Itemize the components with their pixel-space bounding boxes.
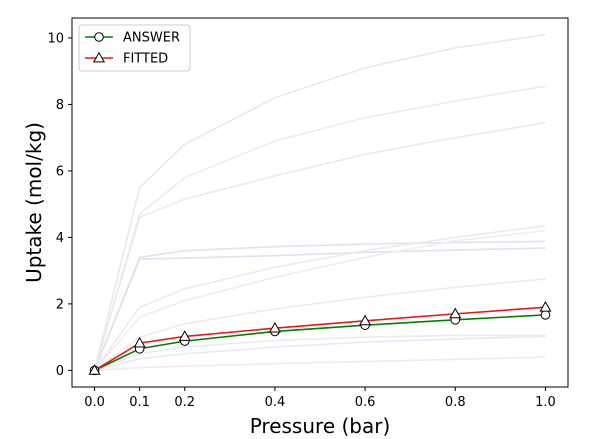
- x-tick-label: 0.4: [265, 395, 286, 410]
- legend-label-fitted: FITTED: [123, 52, 168, 67]
- background-line-11: [94, 356, 546, 372]
- y-tick-label: 0: [56, 364, 64, 379]
- markers-group: [88, 301, 552, 376]
- x-tick-label: 0.8: [445, 395, 466, 410]
- legend-marker-answer: [94, 32, 104, 42]
- background-line-4: [93, 240, 546, 371]
- plot-frame: [71, 17, 569, 388]
- x-tick-label: 0.1: [129, 395, 150, 410]
- fitted-point-4: [268, 321, 281, 333]
- answer-point-7: [540, 310, 551, 320]
- y-tick-label: 6: [56, 164, 64, 179]
- x-tick-label: 0.6: [355, 395, 376, 410]
- background-line-3: [93, 121, 546, 371]
- background-line-1: [93, 33, 546, 371]
- y-tick-label: 4: [56, 231, 64, 246]
- legend: ANSWER FITTED: [78, 24, 191, 72]
- fitted-point-2: [133, 336, 146, 348]
- legend-label-answer: ANSWER: [123, 31, 180, 46]
- background-line-7: [93, 229, 546, 371]
- x-tick-label: 0.2: [174, 395, 195, 410]
- x-tick-label: 0.0: [84, 395, 105, 410]
- fitted-point-3: [178, 330, 191, 341]
- fitted-point-5: [359, 314, 372, 326]
- background-line-6: [93, 224, 546, 371]
- x-axis-ticks: 0.0 0.1 0.2 0.4 0.6 0.8 1.0: [84, 387, 556, 410]
- legend-items: ANSWER FITTED: [85, 31, 180, 67]
- x-axis-label: Pressure (bar): [250, 414, 391, 438]
- background-line-2: [93, 85, 546, 371]
- background-line-10: [94, 335, 546, 372]
- y-tick-label: 8: [56, 98, 64, 113]
- x-tick-label: 1.0: [535, 395, 556, 410]
- y-axis-label: Uptake (mol/kg): [22, 122, 46, 283]
- legend-marker-fitted: [92, 51, 106, 63]
- y-tick-label: 2: [56, 297, 64, 312]
- fitted-point-1: [88, 364, 101, 375]
- y-axis-ticks: 0 2 4 6 8 10: [47, 31, 72, 379]
- y-tick-label: 10: [47, 31, 64, 46]
- background-line-9: [94, 334, 546, 372]
- fitted-point-6: [449, 307, 462, 319]
- fitted-point-7: [539, 301, 552, 312]
- background-line-5: [93, 247, 546, 371]
